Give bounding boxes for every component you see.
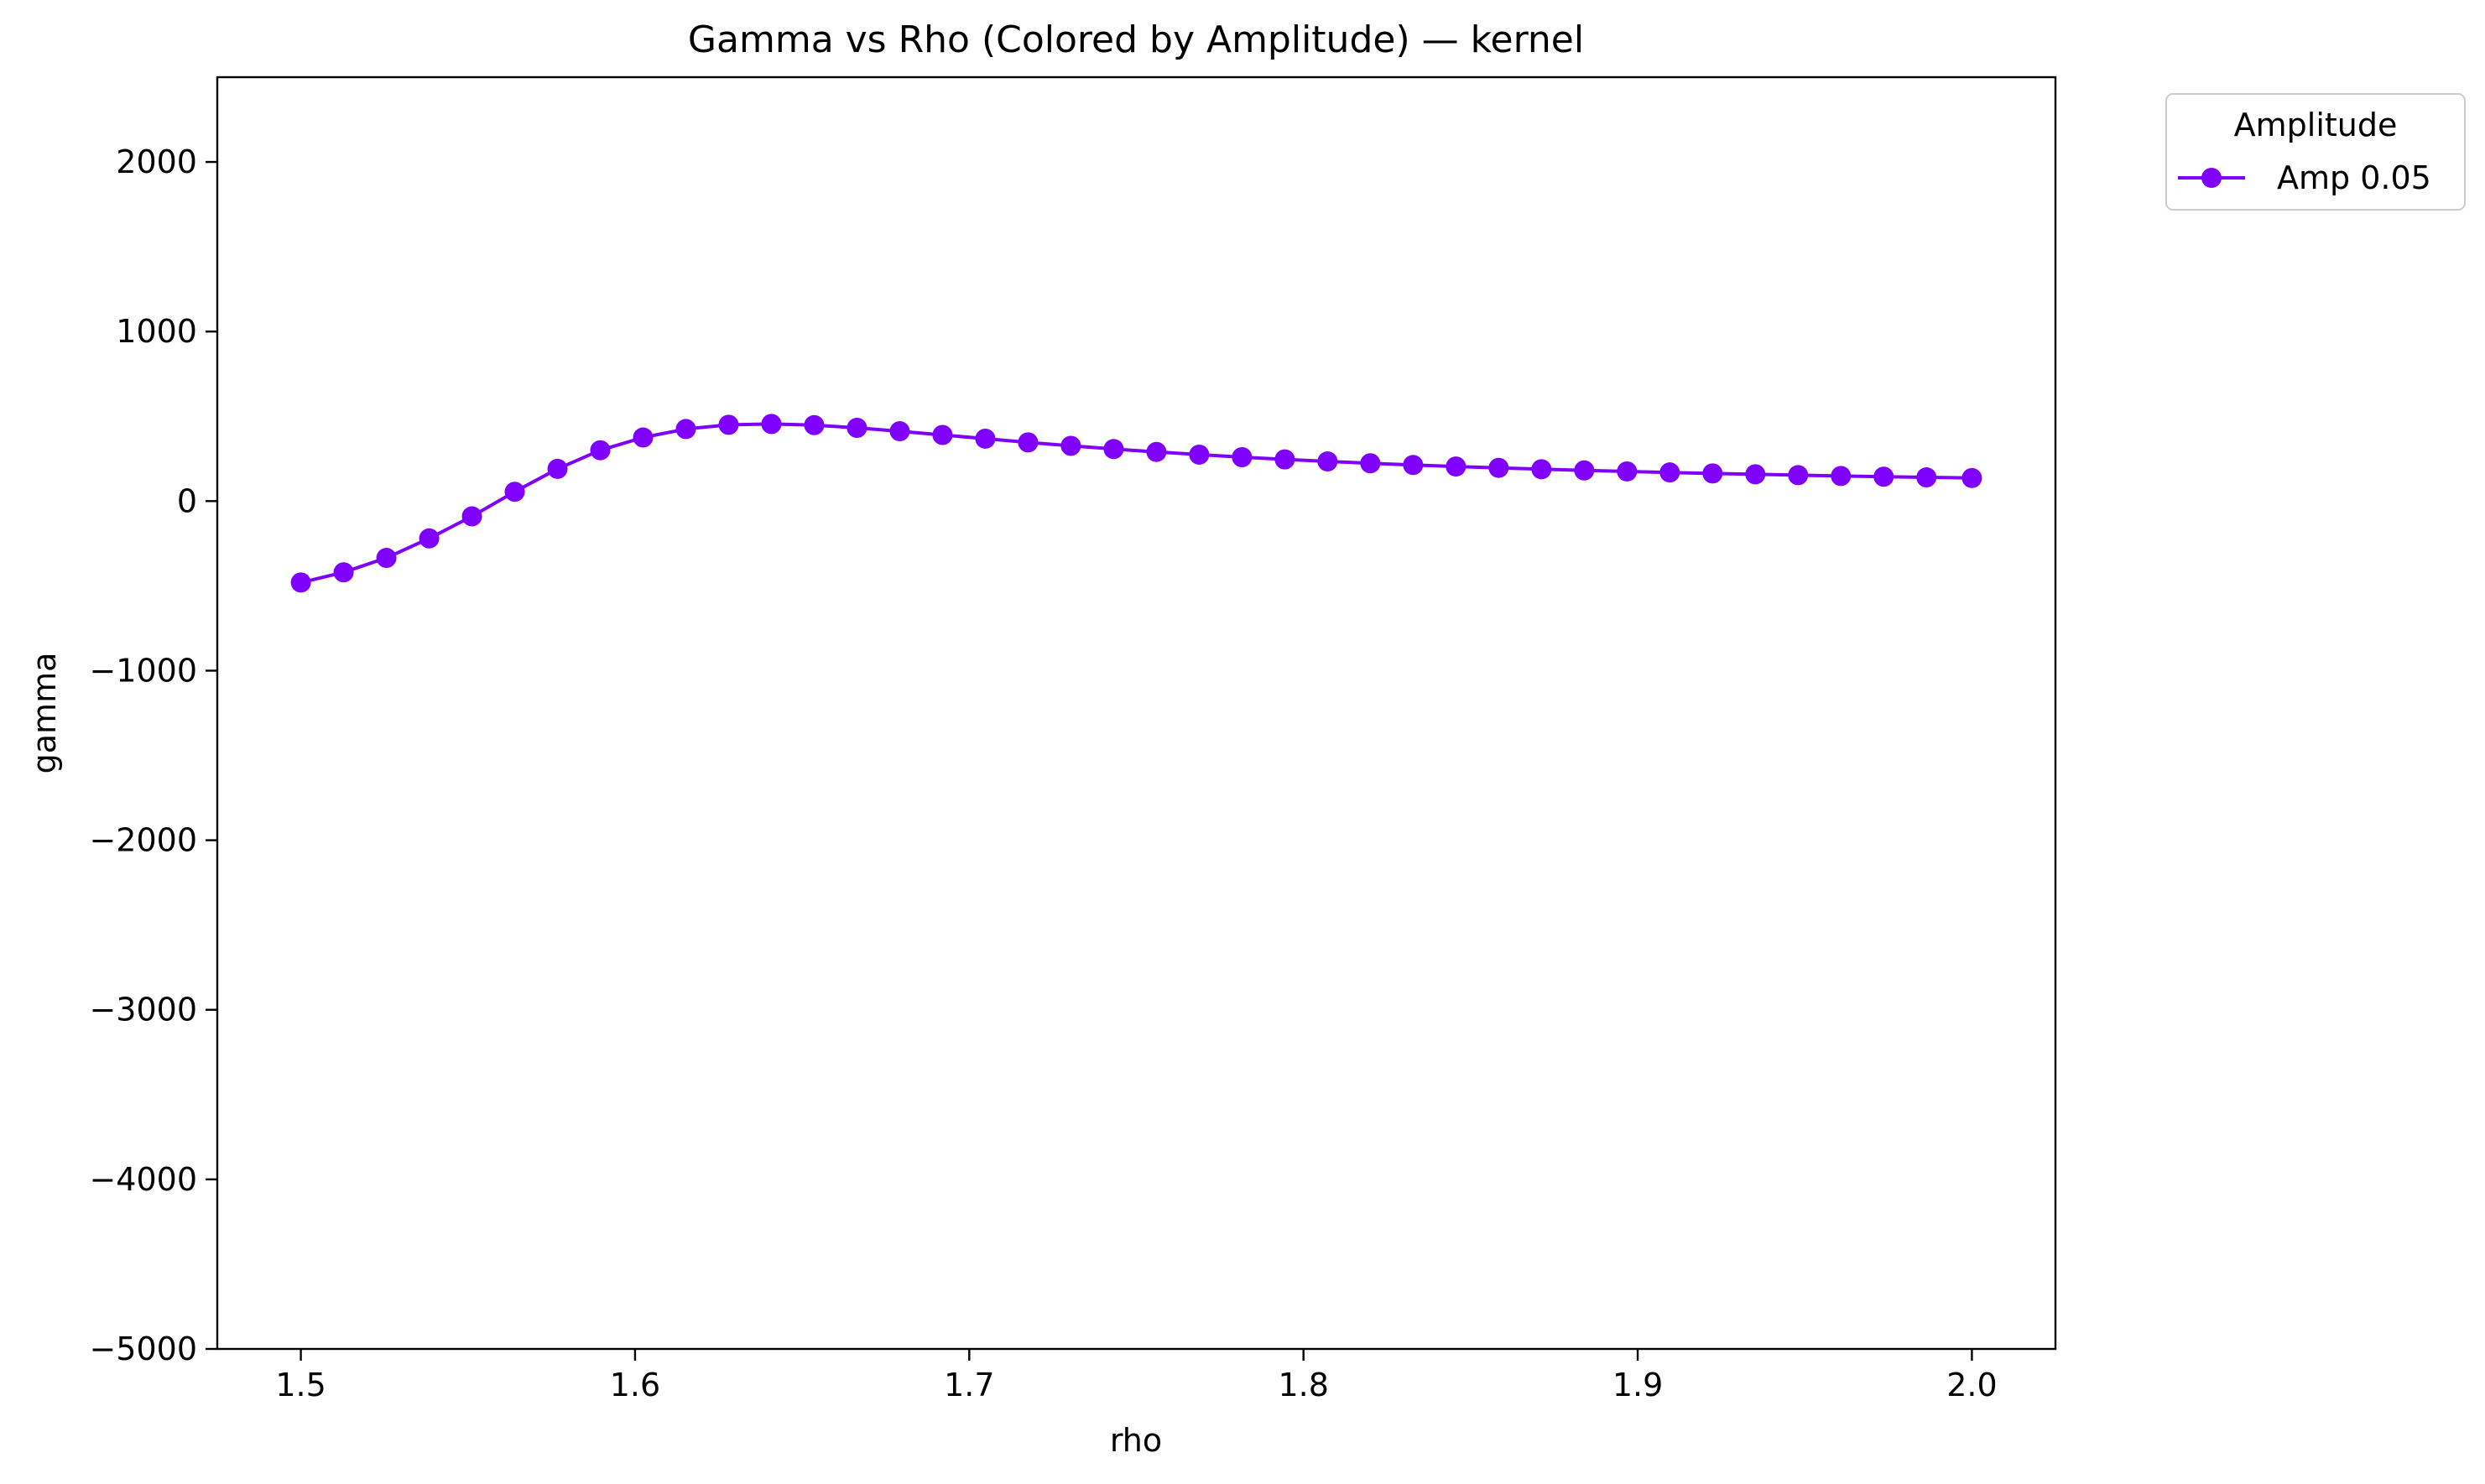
plot-area [290, 414, 1982, 593]
data-point [1745, 464, 1766, 485]
y-tick-label: −2000 [89, 822, 197, 859]
data-point [590, 440, 611, 461]
data-point [290, 572, 311, 593]
data-point [932, 424, 953, 445]
y-tick-label: 2000 [116, 143, 197, 180]
data-point [1702, 463, 1723, 484]
data-point [1488, 457, 1509, 478]
data-point [1831, 466, 1852, 487]
data-point [1574, 460, 1595, 481]
y-tick-label: −1000 [89, 652, 197, 689]
data-point [1446, 456, 1467, 477]
data-point [376, 548, 397, 569]
x-axis-ticks: 1.5 1.6 1.7 1.8 1.9 2.0 [275, 1349, 1998, 1403]
legend-title: Amplitude [2234, 107, 2398, 143]
data-point [1916, 467, 1937, 488]
data-point [1403, 455, 1424, 476]
x-tick-label: 1.6 [610, 1367, 660, 1403]
x-tick-label: 1.7 [944, 1367, 994, 1403]
data-point [889, 421, 910, 442]
data-point [1146, 441, 1167, 462]
chart-title: Gamma vs Rho (Colored by Amplitude) — ke… [688, 18, 1584, 61]
data-point [1274, 449, 1295, 470]
y-tick-label: −3000 [89, 992, 197, 1028]
data-point [1659, 462, 1680, 483]
legend-box [2165, 93, 2466, 211]
x-tick-label: 1.5 [275, 1367, 326, 1403]
data-point [1103, 439, 1124, 460]
data-point [975, 428, 996, 449]
y-axis-label: gamma [26, 653, 63, 774]
data-point [1189, 444, 1210, 465]
data-point [1531, 459, 1552, 480]
y-tick-label: 0 [177, 482, 197, 519]
x-tick-label: 1.9 [1612, 1367, 1663, 1403]
data-point [1873, 466, 1894, 487]
y-tick-label: −5000 [89, 1330, 197, 1367]
data-point [847, 418, 867, 439]
data-point [1232, 446, 1253, 467]
data-point [1788, 465, 1809, 486]
data-point [504, 482, 525, 502]
y-tick-label: −4000 [89, 1161, 197, 1198]
data-point [718, 414, 739, 435]
data-point [1018, 432, 1039, 453]
data-point [419, 528, 440, 549]
series-line [300, 422, 1972, 585]
data-point [547, 458, 568, 479]
data-point [804, 414, 825, 435]
data-point [633, 427, 654, 448]
data-point [1617, 461, 1638, 482]
data-point [333, 562, 354, 583]
y-axis-ticks: −5000 −4000 −3000 −2000 −1000 0 1000 2000 [89, 143, 217, 1367]
legend-series-label: Amp 0.05 [2277, 159, 2431, 196]
data-point [1317, 451, 1338, 472]
data-point [1060, 435, 1081, 456]
legend: Amplitude Amp 0.05 [2165, 93, 2466, 211]
x-axis-label: rho [1110, 1422, 1162, 1459]
data-point [461, 506, 482, 527]
data-point [761, 414, 782, 435]
data-point [1360, 453, 1381, 474]
axes-frame [216, 76, 2057, 1351]
data-point [1961, 467, 1982, 488]
y-tick-label: 1000 [116, 313, 197, 350]
legend-series-marker [2201, 168, 2222, 188]
x-tick-label: 1.8 [1278, 1367, 1328, 1403]
data-point [675, 419, 696, 440]
x-tick-label: 2.0 [1946, 1367, 1997, 1403]
